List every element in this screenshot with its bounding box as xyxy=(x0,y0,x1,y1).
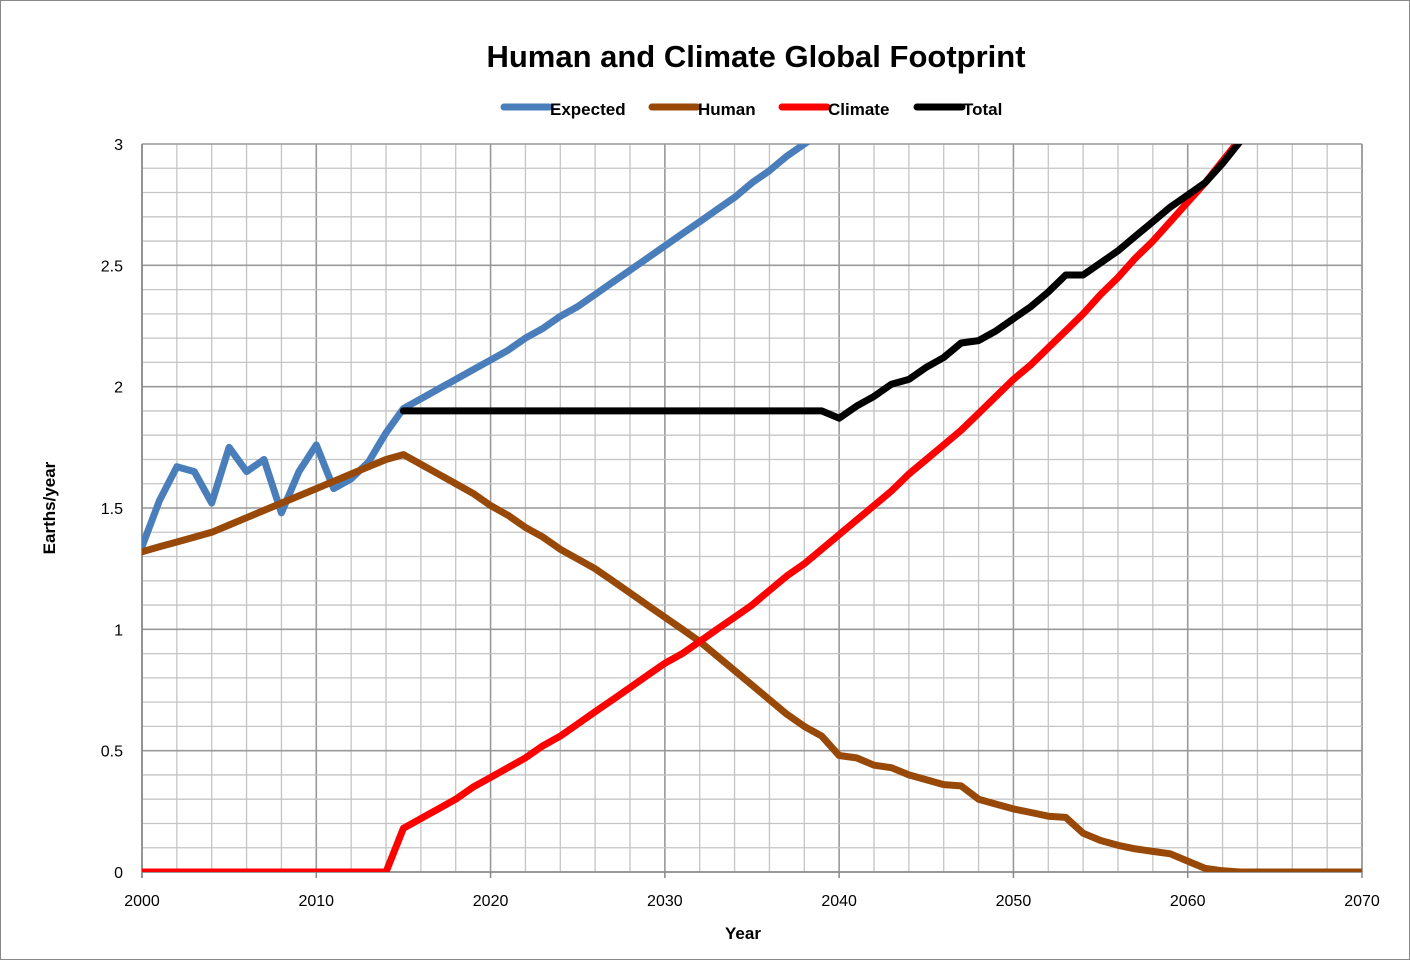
series-line-human xyxy=(142,451,1362,872)
series-line-total xyxy=(399,144,1243,422)
legend-label-expected: Expected xyxy=(550,100,626,119)
x-tick-label: 2070 xyxy=(1344,893,1380,910)
y-tick-label: 1 xyxy=(114,622,123,639)
x-tick-label: 2010 xyxy=(298,893,334,910)
legend-label-human: Human xyxy=(698,100,756,119)
y-tick-label: 2.5 xyxy=(101,258,123,275)
x-tick-label: 2050 xyxy=(996,893,1032,910)
y-tick-label: 1.5 xyxy=(101,501,123,518)
y-tick-label: 0 xyxy=(114,865,123,882)
series-line-expected xyxy=(142,144,811,551)
y-tick-label: 3 xyxy=(114,137,123,154)
x-tick-label: 2020 xyxy=(473,893,509,910)
y-axis-label: Earths/year xyxy=(40,461,59,554)
legend-label-total: Total xyxy=(963,100,1002,119)
legend: Expected Human Climate Total xyxy=(500,100,1002,119)
x-tick-label: 2060 xyxy=(1170,893,1206,910)
series-line-climate xyxy=(142,144,1241,872)
ticks: 2000 2010 2020 2030 2040 2050 2060 2070 0 0.5 1 1.5… xyxy=(101,137,1380,910)
y-tick-label: 2 xyxy=(114,380,123,397)
y-tick-label: 0.5 xyxy=(101,744,123,761)
series-lines xyxy=(142,144,1362,872)
x-tick-label: 2000 xyxy=(124,893,160,910)
x-tick-label: 2030 xyxy=(647,893,683,910)
chart-title: Human and Climate Global Footprint xyxy=(486,39,1025,74)
x-tick-label: 2040 xyxy=(821,893,857,910)
grid xyxy=(141,143,1363,878)
x-axis-label: Year xyxy=(725,924,761,943)
legend-label-climate: Climate xyxy=(828,100,889,119)
